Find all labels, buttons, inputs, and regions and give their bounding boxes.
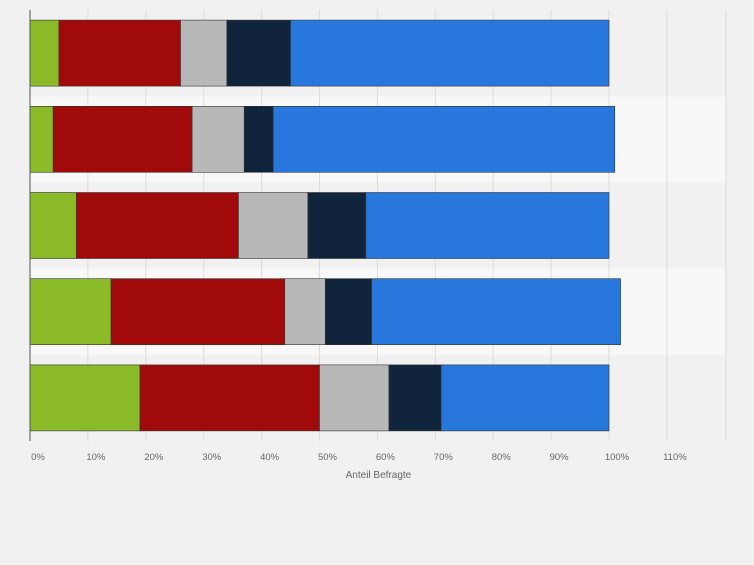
bar-segment-4 — [226, 19, 291, 87]
x-tick-label: 60% — [376, 452, 396, 463]
bar-segment-2 — [110, 278, 286, 346]
x-tick-label: 0% — [31, 452, 45, 463]
x-axis-ticks: 0% 10% 20% 30% 40% 50% 60% 70% 80% 90% 100% 110% — [31, 452, 687, 463]
bar-segment-3 — [180, 19, 228, 87]
bar-segment-4 — [307, 192, 367, 259]
bar-segment-2 — [139, 364, 320, 432]
bar-segment-1 — [29, 192, 77, 259]
bar-segment-3 — [238, 192, 309, 259]
bar-segment-2 — [52, 106, 193, 173]
bar-segment-1 — [29, 278, 112, 346]
bar-segment-4 — [324, 278, 372, 346]
x-tick-label: 30% — [202, 452, 222, 463]
bar-segment-5 — [290, 19, 610, 87]
bar-segment-5 — [272, 106, 616, 173]
bar-segment-5 — [365, 192, 610, 259]
x-tick-label: 40% — [260, 452, 280, 463]
x-tick-label: 10% — [86, 452, 106, 463]
x-tick-label: 70% — [434, 452, 454, 463]
x-tick-label: 50% — [318, 452, 338, 463]
x-tick-label: 90% — [550, 452, 570, 463]
bar-segment-5 — [440, 364, 610, 432]
bar-segment-1 — [29, 364, 141, 432]
bar-segment-3 — [319, 364, 390, 432]
bar-segment-3 — [284, 278, 326, 346]
bar-segment-3 — [191, 106, 245, 173]
bar-segment-2 — [58, 19, 181, 87]
bar-segment-2 — [76, 192, 239, 259]
bar-segment-5 — [371, 278, 621, 346]
bar-segment-4 — [243, 106, 274, 173]
bar-segment-1 — [29, 19, 60, 87]
x-tick-label: 100% — [605, 452, 630, 463]
x-tick-label: 80% — [492, 452, 512, 463]
bar-segment-4 — [388, 364, 442, 432]
x-tick-label: 110% — [663, 452, 687, 463]
bar-segment-1 — [29, 106, 54, 173]
x-axis-label: Anteil Befragte — [346, 470, 412, 481]
bars — [29, 19, 621, 432]
x-tick-label: 20% — [144, 452, 164, 463]
